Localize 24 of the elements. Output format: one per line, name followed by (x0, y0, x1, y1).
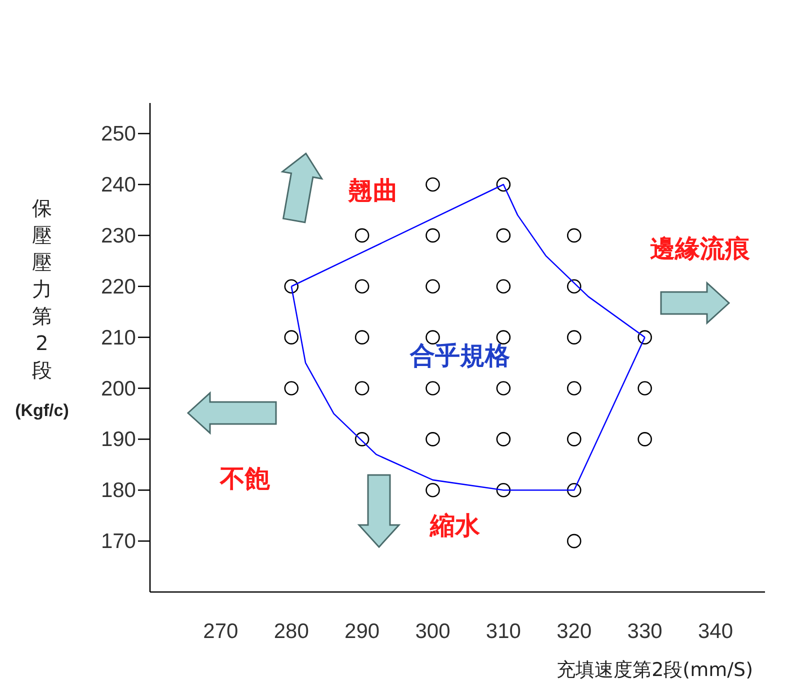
x-tick-label: 300 (415, 620, 450, 643)
x-tick-label: 310 (486, 620, 521, 643)
y-tick-label: 240 (100, 174, 136, 196)
x-tick-label: 330 (627, 620, 662, 643)
annotation: 邊緣流痕 (650, 234, 751, 263)
x-tick-label: 280 (274, 620, 309, 643)
y-tick-label: 230 (100, 224, 136, 248)
y-tick-label: 250 (100, 122, 136, 146)
annotation: 翹曲 (347, 176, 398, 205)
x-tick-label: 320 (556, 620, 592, 643)
y-tick-label: 190 (100, 428, 136, 452)
y-axis-title: 保壓壓力第2段(Kgf/c) (15, 196, 69, 420)
x-tick-label: 290 (344, 620, 380, 643)
x-axis-title: 充填速度第2段(mm/S) (556, 659, 753, 681)
y-tick-label: 170 (100, 530, 136, 554)
annotation: 合乎規格 (409, 341, 510, 370)
y-tick-label: 220 (100, 275, 136, 298)
y-tick-label: 180 (100, 479, 136, 502)
x-tick-label: 340 (698, 620, 734, 643)
annotation: 不飽 (219, 464, 271, 493)
annotation: 縮水 (429, 511, 481, 540)
y-tick-label: 200 (100, 377, 136, 400)
x-tick-label: 270 (203, 620, 238, 643)
y-tick-label: 210 (100, 326, 136, 350)
